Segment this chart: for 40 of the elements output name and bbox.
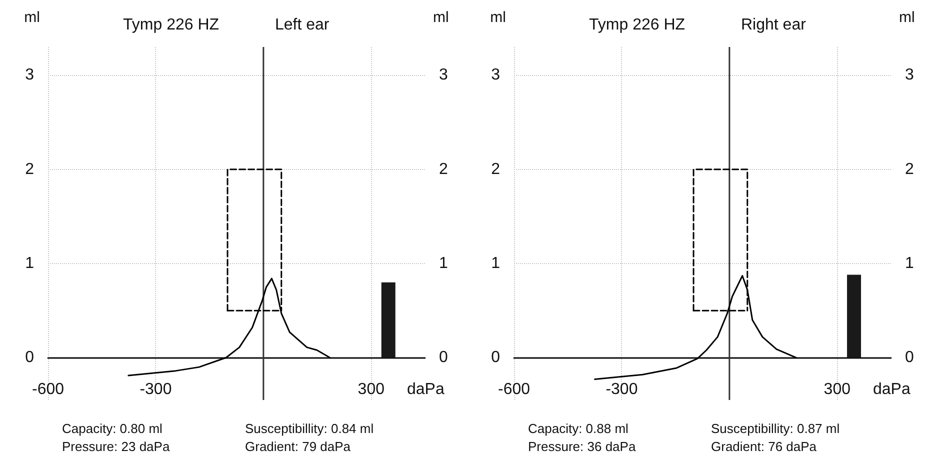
y-tick-label: 2 [491, 160, 500, 178]
text: Gradient: 76 daPa [711, 439, 818, 454]
text: Susceptibillity: 0.84 ml [245, 421, 374, 436]
y2-tick-label: 3 [905, 66, 914, 84]
y-tick-label: 1 [25, 255, 34, 272]
x-tick-label: -300 [606, 381, 638, 398]
text: Pressure: 23 daPa [62, 439, 170, 454]
y2-tick-label: 3 [439, 66, 448, 84]
y2-tick-label: 2 [439, 160, 448, 178]
chart-title: Tymp 226 HZ [123, 16, 220, 34]
text: Capacity: 0.88 ml [528, 421, 629, 436]
y2-axis-title: ml [899, 9, 915, 26]
y-tick-label: 3 [491, 66, 500, 84]
text: Capacity: 0.80 ml [62, 421, 163, 436]
chart-subtitle: Right ear [741, 16, 807, 34]
y-axis-title: ml [24, 9, 40, 26]
y2-tick-label: 0 [439, 349, 448, 366]
y-tick-label: 0 [491, 349, 500, 366]
y-axis-title: ml [490, 9, 506, 26]
y2-tick-label: 2 [905, 160, 914, 178]
text: Susceptibillity: 0.87 ml [711, 421, 840, 436]
y2-tick-label: 1 [439, 255, 448, 272]
x-axis-title: daPa [873, 381, 910, 398]
y2-tick-label: 0 [905, 349, 914, 366]
x-tick-label: 300 [824, 381, 851, 398]
x-tick-label: -300 [140, 381, 172, 398]
y-tick-label: 3 [25, 66, 34, 84]
y-tick-label: 1 [491, 255, 500, 272]
text: Pressure: 36 daPa [528, 439, 636, 454]
y2-axis-title: ml [433, 9, 449, 26]
x-tick-label: -600 [32, 381, 64, 398]
y-tick-label: 0 [25, 349, 34, 366]
x-tick-label: 300 [358, 381, 385, 398]
chart-subtitle: Left ear [275, 16, 330, 34]
x-axis-title: daPa [407, 381, 444, 398]
y-tick-label: 2 [25, 160, 34, 178]
y2-tick-label: 1 [905, 255, 914, 272]
x-tick-label: -600 [498, 381, 530, 398]
text: Gradient: 79 daPa [245, 439, 352, 454]
chart-title: Tymp 226 HZ [589, 16, 686, 34]
